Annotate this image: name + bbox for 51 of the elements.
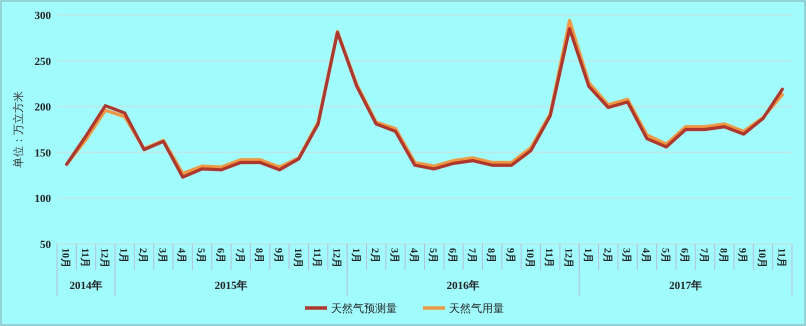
- x-tick-label: 4月: [408, 248, 419, 263]
- legend-label: 天然气预测量: [331, 303, 397, 315]
- x-tick-label: 5月: [195, 248, 206, 263]
- text: 2016年: [446, 279, 480, 292]
- text: 2015年: [214, 279, 248, 292]
- x-tick-label: 5月: [659, 248, 670, 263]
- y-tick-label: 250: [34, 56, 52, 68]
- x-tick-label: 6月: [214, 248, 226, 263]
- text: 2017年: [669, 279, 702, 292]
- x-tick-label: 2月: [137, 248, 148, 263]
- legend-label: 天然气用量: [449, 303, 504, 315]
- y-tick-label: 50: [40, 239, 52, 251]
- x-tick-label: 3月: [620, 248, 632, 263]
- y-tick-label: 300: [34, 10, 52, 22]
- x-tick-label: 3月: [156, 248, 168, 263]
- x-tick-label: 7月: [466, 248, 477, 263]
- x-tick-label: 11月: [543, 248, 554, 268]
- x-tick-label: 11月: [79, 248, 90, 268]
- x-tick-label: 6月: [446, 248, 458, 263]
- x-tick-label: 4月: [176, 248, 187, 263]
- x-tick-label: 1月: [350, 248, 361, 263]
- x-tick-label: 10月: [756, 248, 767, 268]
- x-tick-label: 11月: [311, 248, 322, 268]
- x-tick-label: 8月: [485, 248, 496, 263]
- x-tick-label: 12月: [98, 248, 110, 268]
- x-tick-label: 12月: [330, 248, 342, 268]
- y-tick-label: 150: [34, 147, 52, 160]
- x-tick-label: 3月: [388, 248, 400, 263]
- x-tick-label: 4月: [640, 248, 651, 263]
- y-tick-label: 100: [34, 193, 52, 206]
- x-tick-label: 2月: [601, 248, 612, 263]
- y-axis-title: 单位：万立方米: [12, 91, 25, 168]
- y-tick-label: 200: [34, 102, 52, 114]
- x-tick-label: 12月: [562, 248, 574, 268]
- x-tick-label: 6月: [678, 248, 690, 263]
- x-tick-label: 8月: [717, 248, 728, 263]
- x-tick-label: 10月: [524, 248, 535, 268]
- x-tick-label: 10月: [60, 248, 71, 268]
- x-tick-label: 7月: [234, 248, 245, 263]
- x-tick-label: 7月: [698, 248, 709, 263]
- x-tick-label: 9月: [504, 248, 516, 263]
- text: 2014年: [70, 279, 103, 292]
- x-tick-label: 9月: [736, 248, 748, 263]
- x-tick-label: 5月: [427, 248, 438, 263]
- x-tick-label: 1月: [582, 248, 593, 263]
- x-tick-label: 8月: [253, 248, 264, 263]
- x-tick-label: 9月: [272, 248, 284, 263]
- x-tick-label: 2月: [369, 248, 380, 263]
- x-tick-label: 1月: [118, 248, 129, 263]
- x-tick-label: 10月: [292, 248, 303, 268]
- x-tick-label: 11月: [775, 248, 786, 268]
